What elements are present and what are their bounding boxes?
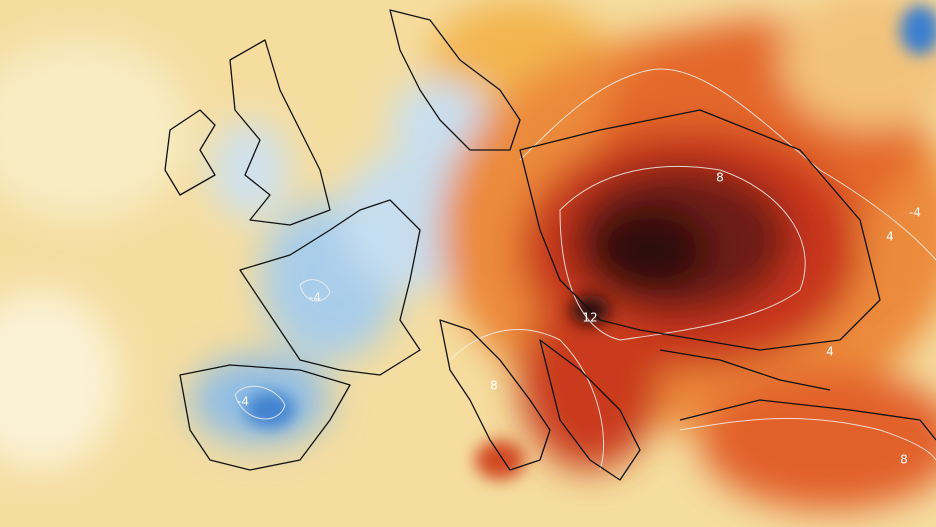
- contour-label: -4: [309, 291, 321, 305]
- contour-label: 12: [582, 311, 597, 325]
- contour-label: 4: [826, 345, 834, 359]
- contour-label: 8: [490, 379, 498, 393]
- contour-label: -4: [909, 206, 921, 220]
- contour-labels: -4 -4 4 -4 4 8 8 12 8: [237, 171, 921, 467]
- contour-label: 4: [886, 230, 894, 244]
- contour-label: 8: [900, 453, 908, 467]
- contour-label: -4: [237, 395, 249, 409]
- contours: [234, 68, 936, 471]
- coastlines: [164, 9, 936, 481]
- contour-label: 8: [716, 171, 724, 185]
